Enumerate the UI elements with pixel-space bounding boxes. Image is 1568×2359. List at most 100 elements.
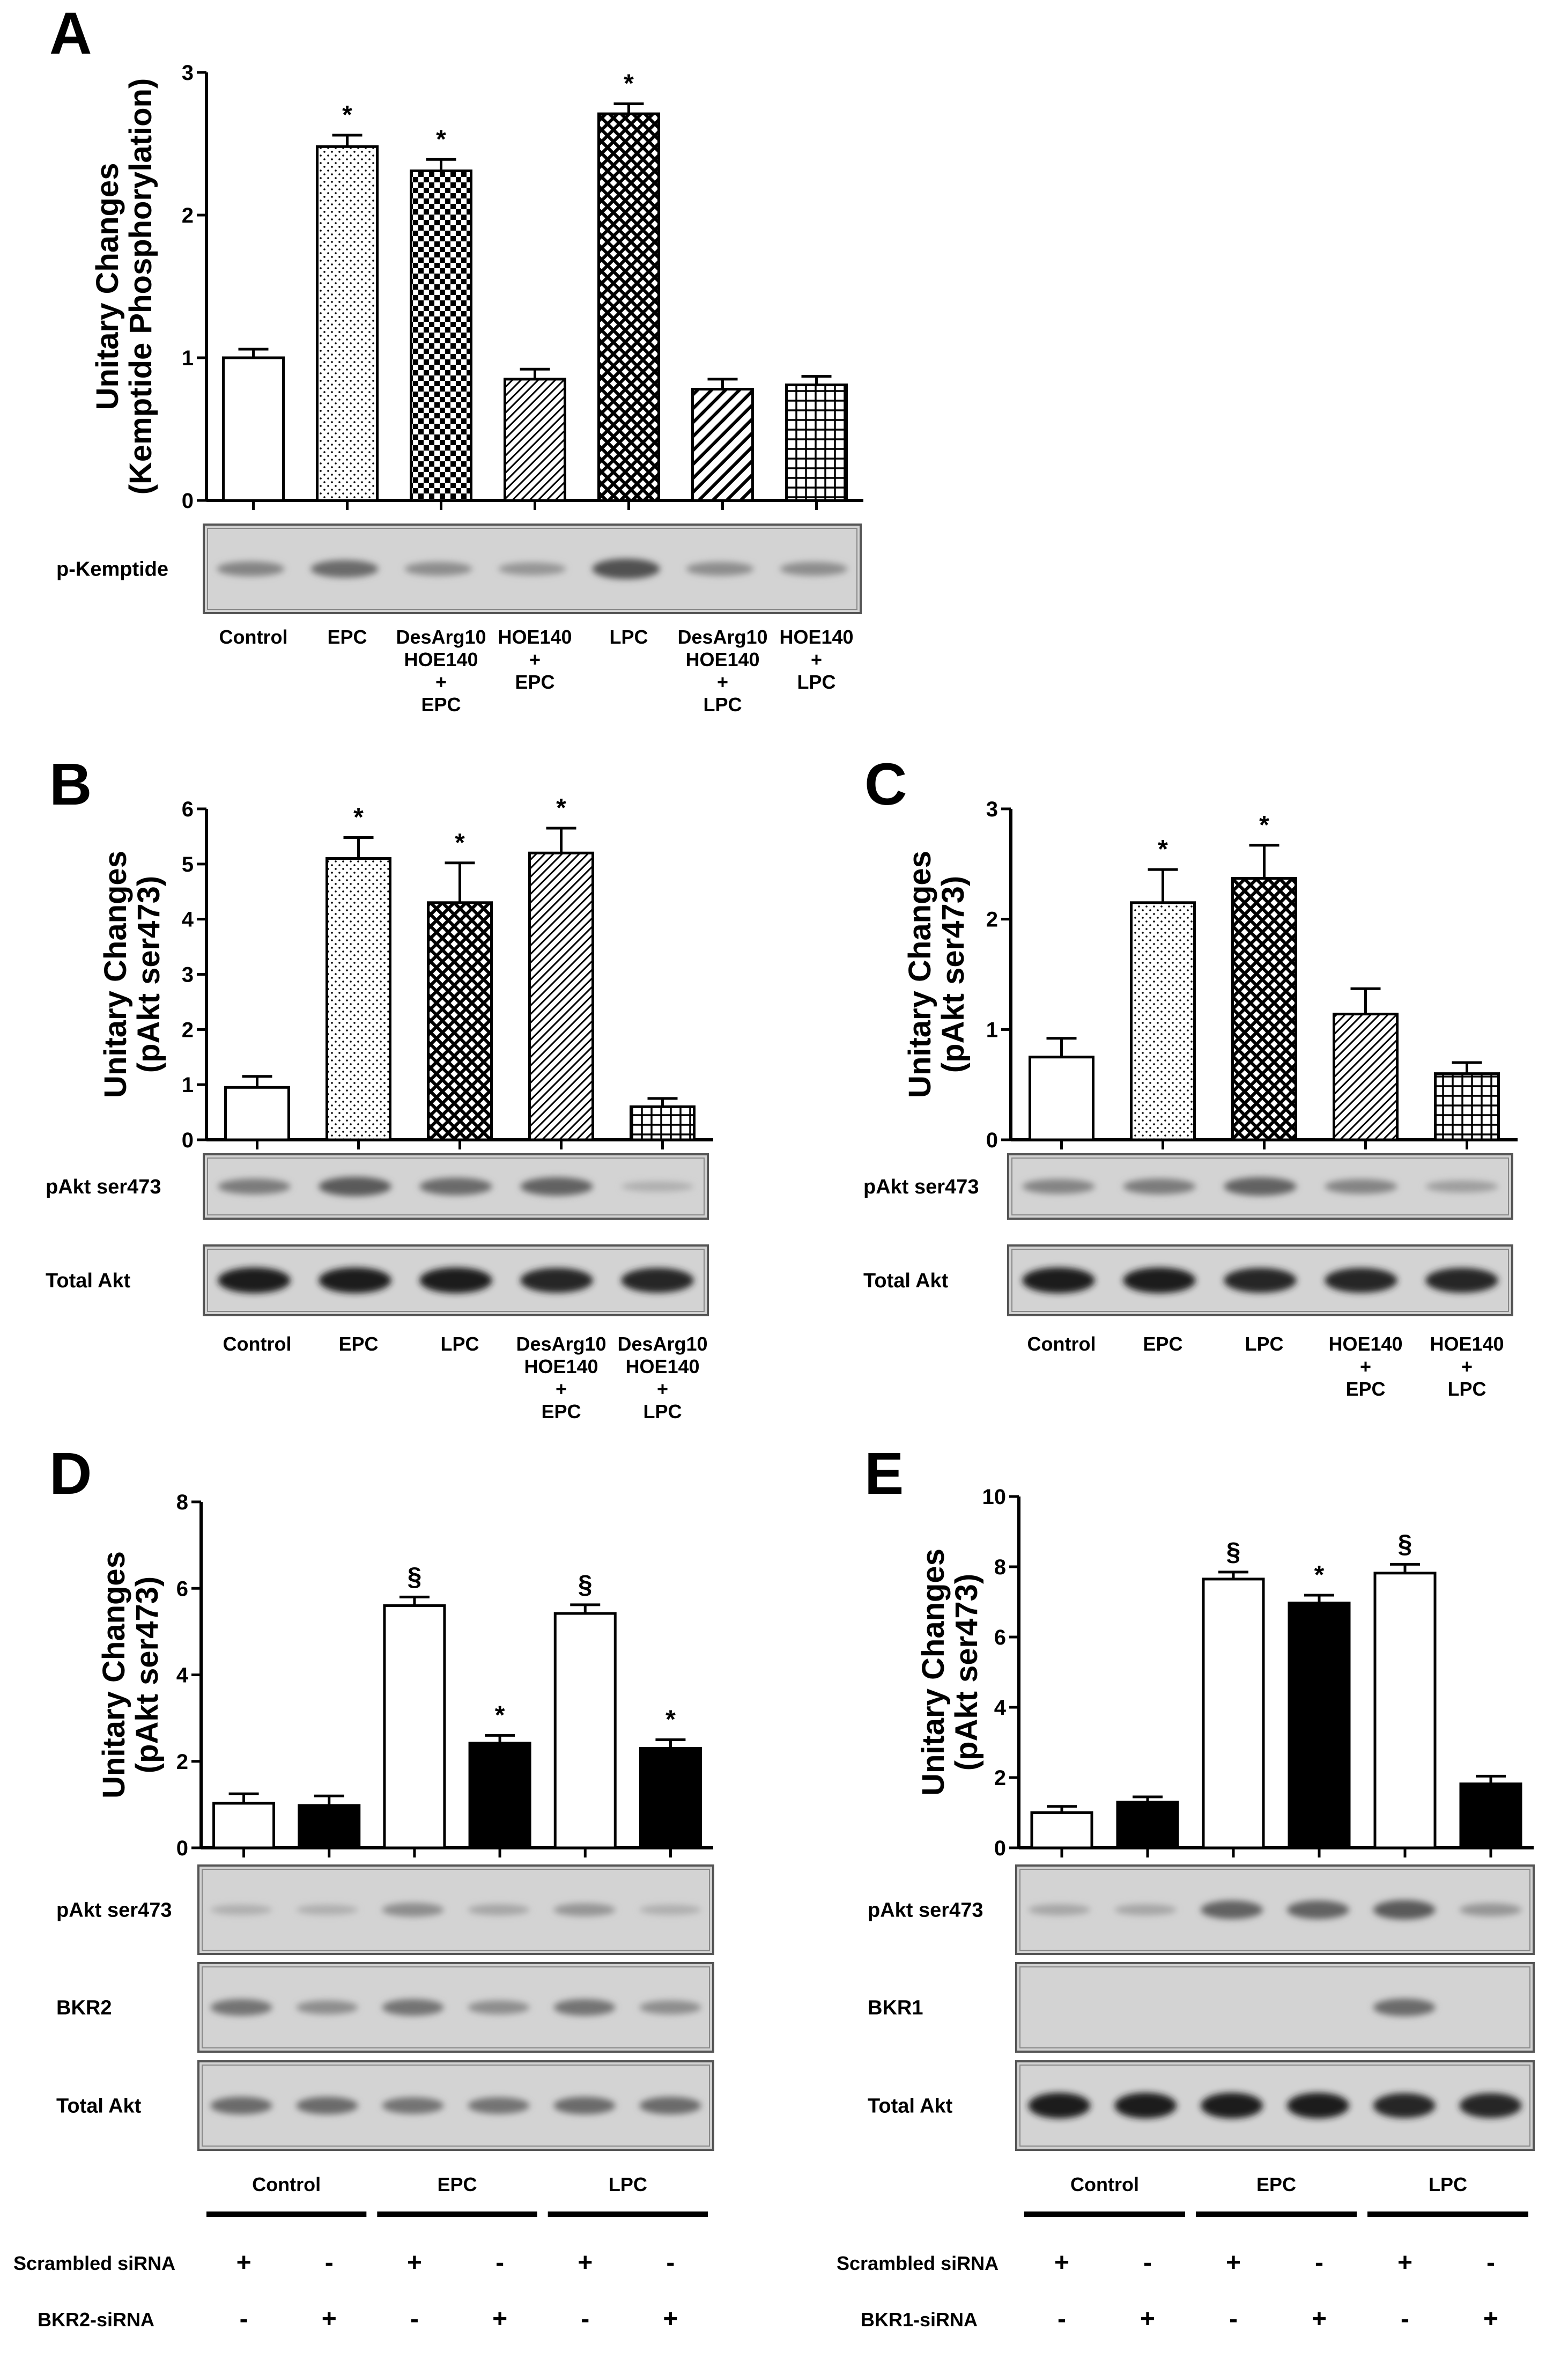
blot-band (210, 1904, 272, 1915)
bar (326, 857, 391, 1141)
y-tick-label: 0 (176, 1837, 188, 1860)
blot-band (1373, 2093, 1436, 2118)
blot-band (419, 1177, 492, 1196)
blot-frame (197, 2060, 714, 2151)
bar (1202, 1577, 1265, 1849)
sign-sirna: - (240, 2305, 248, 2333)
significance-marker: § (1398, 1530, 1412, 1558)
panel-c: Unitary Changes(pAkt ser473) 0 1 2 3 * * pAkt s… (863, 798, 1518, 1400)
panel-a: Unitary Changes(Kemptide Phosphorylation… (56, 61, 863, 716)
y-tick-label: 8 (994, 1556, 1006, 1579)
blot-inner-frame (1011, 1249, 1509, 1312)
blot-band (1224, 1267, 1297, 1293)
blot-band (319, 1176, 391, 1197)
blot-frame (197, 1864, 714, 1955)
blot-band (639, 2000, 701, 2015)
category-label: DesArg10 (677, 626, 767, 648)
bar (1434, 1072, 1500, 1141)
blot-band (1459, 1903, 1522, 1916)
y-tick-label: 0 (994, 1837, 1006, 1860)
blot-band (520, 1177, 593, 1196)
bar (1459, 1782, 1522, 1849)
bar (383, 1604, 446, 1849)
y-axis-title-line2: (pAkt ser473) (130, 1576, 165, 1773)
blot-band (382, 2097, 444, 2114)
blot-band (1373, 1900, 1436, 1920)
category-label: HOE140 (1430, 1333, 1504, 1355)
significance-marker: * (1259, 811, 1269, 839)
blot-label: pAkt ser473 (46, 1176, 161, 1198)
category-label: + (717, 671, 728, 693)
blot-band (1373, 1999, 1436, 2016)
panel-e: Unitary Changes(pAkt ser473) 0 2 4 6 8 10 § * § pA… (837, 1485, 1535, 2333)
y-tick-label: 1 (182, 347, 194, 370)
sign-scrambled: - (495, 2249, 504, 2277)
category-label: HOE140 (625, 1355, 699, 1377)
panel-letter-d: D (49, 1441, 92, 1507)
bar (316, 145, 379, 502)
blot-label: Total Akt (863, 1270, 949, 1292)
significance-marker: * (665, 1705, 676, 1734)
blot-label: BKR2 (56, 1997, 112, 2019)
blot-band (382, 1903, 444, 1917)
blot-band (1022, 1267, 1095, 1293)
group-label: EPC (437, 2173, 477, 2195)
bar (1116, 1801, 1179, 1849)
y-axis-title: Unitary Changes(pAkt ser473) (97, 1551, 165, 1798)
bar (504, 378, 566, 502)
bar (1373, 1572, 1437, 1849)
y-tick-label: 6 (176, 1577, 188, 1601)
y-axis-title: Unitary Changes(Kemptide Phosphorylation… (90, 78, 158, 495)
blot-band (1425, 1180, 1498, 1193)
blot-band (639, 1904, 701, 1915)
category-label: + (556, 1378, 567, 1400)
group-label: EPC (1256, 2173, 1296, 2195)
category-label: LPC (644, 1400, 682, 1422)
sign-scrambled: + (1226, 2249, 1241, 2277)
category-label: HOE140 (685, 648, 759, 670)
significance-marker: § (1226, 1538, 1241, 1566)
category-label: + (529, 648, 541, 670)
significance-marker: * (342, 101, 352, 129)
blot-band (686, 562, 754, 576)
y-axis-title-line1: Unitary Changes (97, 1551, 131, 1798)
significance-marker: * (495, 1701, 505, 1729)
sign-sirna: + (1312, 2305, 1327, 2333)
bar (224, 1086, 290, 1141)
group-label: Control (1070, 2173, 1139, 2195)
blot-frame (1015, 2060, 1535, 2151)
blot-inner-frame (1019, 1869, 1530, 1951)
blot-band (296, 2097, 358, 2114)
blot-band (296, 2000, 358, 2015)
category-label: LPC (704, 694, 742, 716)
sign-scrambled: + (1054, 2249, 1069, 2277)
blot-band (498, 562, 566, 576)
y-axis-title-line2: (pAkt ser473) (949, 1574, 984, 1771)
group-label: Control (252, 2173, 321, 2195)
blot-band (553, 2097, 616, 2114)
blot-label: Total Akt (46, 1270, 131, 1292)
category-label: DesArg10 (617, 1333, 707, 1355)
blot-inner-frame (202, 1869, 710, 1951)
blot-band (310, 560, 379, 578)
category-label: + (1461, 1355, 1473, 1377)
blot-label: pAkt ser473 (863, 1176, 979, 1198)
y-axis-title-line1: Unitary Changes (916, 1549, 951, 1796)
category-label: DesArg10 (516, 1333, 606, 1355)
sign-scrambled: - (1315, 2249, 1323, 2277)
sign-sirna: - (1401, 2305, 1409, 2333)
category-label: LPC (1448, 1378, 1486, 1400)
blot-band (1325, 1179, 1397, 1194)
y-tick-label: 4 (176, 1664, 189, 1687)
category-label: DesArg10 (396, 626, 486, 648)
blot-band (1287, 1900, 1349, 1919)
significance-marker: * (353, 803, 364, 831)
bar (528, 851, 594, 1141)
bar (468, 1742, 531, 1849)
blot-band (780, 562, 848, 576)
panel-letter-e: E (864, 1441, 904, 1507)
blot-inner-frame (202, 2065, 710, 2147)
blot-band (218, 1178, 291, 1195)
blot-frame (1015, 1864, 1535, 1955)
significance-marker: * (455, 829, 465, 857)
